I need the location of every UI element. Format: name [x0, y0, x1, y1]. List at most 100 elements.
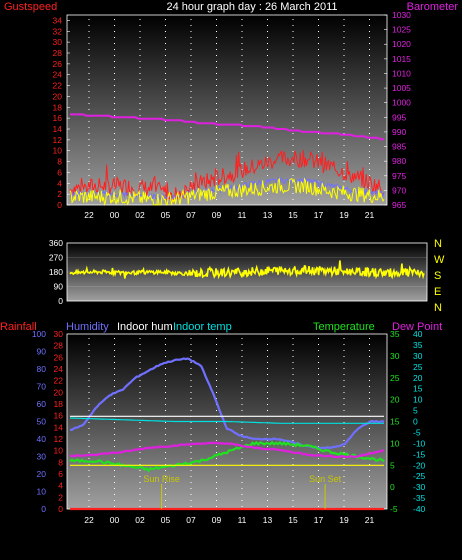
- chart1-grid-dot: [88, 19, 90, 20]
- chart3-grid-dot: [318, 404, 319, 405]
- chart3-grid-dot: [216, 464, 217, 465]
- chart1-grid-dot: [190, 133, 192, 134]
- humidity-tick: 70: [37, 382, 47, 392]
- chart1-grid-dot: [241, 181, 243, 182]
- chart1-grid-dot: [318, 91, 319, 92]
- chart1-grid-dot: [241, 133, 243, 134]
- chart3-grid-dot: [267, 350, 268, 351]
- chart1-right-tick: 980: [392, 156, 406, 166]
- chart3-grid-dot: [139, 476, 141, 477]
- chart1-left-tick: 8: [57, 157, 62, 167]
- chart1-grid-dot: [139, 163, 141, 164]
- chart1-grid-dot: [369, 73, 370, 74]
- humidity-tick: 40: [37, 434, 47, 444]
- chart1-grid-dot: [114, 31, 115, 32]
- chart3-grid-dot: [139, 410, 141, 411]
- humidity-tick: 20: [37, 469, 47, 479]
- chart1-grid-dot: [318, 199, 319, 200]
- chart3-grid-dot: [88, 386, 90, 387]
- chart3-grid-dot: [216, 338, 217, 339]
- chart3-grid-dot: [267, 404, 268, 405]
- chart3-grid-dot: [369, 392, 370, 393]
- direction-label: S: [434, 270, 441, 282]
- chart3-x-tick: 11: [238, 515, 247, 525]
- chart1-grid-dot: [190, 73, 192, 74]
- chart3-grid-dot: [369, 440, 370, 441]
- chart3-grid-dot: [292, 494, 294, 495]
- chart1-grid-dot: [88, 127, 90, 128]
- chart1-grid-dot: [343, 85, 345, 86]
- chart3-grid-dot: [190, 506, 192, 507]
- chart3-grid-dot: [292, 422, 294, 423]
- dew-point-tick: -20: [413, 460, 426, 470]
- chart3-grid-dot: [267, 380, 268, 381]
- chart1-grid-dot: [190, 181, 192, 182]
- gustspeed-label: Gustspeed: [4, 1, 57, 13]
- chart1-grid-dot: [292, 109, 294, 110]
- chart3-grid-dot: [343, 482, 345, 483]
- dew-point-tick: 25: [413, 362, 423, 372]
- chart1-grid-dot: [190, 145, 192, 146]
- chart3-grid-dot: [267, 428, 268, 429]
- chart1-grid-dot: [139, 25, 141, 26]
- chart1-grid-dot: [139, 133, 141, 134]
- chart1-x-tick: 11: [238, 210, 247, 220]
- chart3-grid-dot: [88, 494, 90, 495]
- chart1-right-tick: 970: [392, 185, 406, 195]
- chart3-grid-dot: [369, 410, 370, 411]
- chart1-grid-dot: [318, 37, 319, 38]
- chart1-grid-dot: [343, 109, 345, 110]
- chart3-grid-dot: [216, 422, 217, 423]
- chart3-grid-dot: [318, 482, 319, 483]
- chart1-grid-dot: [292, 139, 294, 140]
- chart1-grid-dot: [216, 55, 217, 56]
- dew-point-series: [69, 441, 385, 459]
- chart3-grid-dot: [139, 386, 141, 387]
- wind-series: [69, 177, 385, 207]
- chart3-grid-dot: [292, 386, 294, 387]
- temperature-tick: 5: [390, 460, 395, 470]
- chart1-grid-dot: [88, 61, 90, 62]
- chart1-grid-dot: [114, 163, 115, 164]
- chart1-grid-dot: [292, 145, 294, 146]
- chart3-grid-dot: [216, 500, 217, 501]
- dew-point-tick: -40: [413, 504, 426, 514]
- chart1-grid-dot: [88, 181, 90, 182]
- chart3-grid-dot: [165, 470, 166, 471]
- chart1-grid-dot: [114, 55, 115, 56]
- chart3-grid-dot: [114, 386, 115, 387]
- chart3-grid-dot: [267, 392, 268, 393]
- chart1-grid-dot: [292, 151, 294, 152]
- chart1-grid-dot: [292, 127, 294, 128]
- chart1-grid-dot: [241, 55, 243, 56]
- chart1-grid-dot: [369, 139, 370, 140]
- chart3-grid-dot: [292, 476, 294, 477]
- chart1-grid-dot: [190, 25, 192, 26]
- chart1-grid-dot: [241, 91, 243, 92]
- chart1-grid-dot: [292, 103, 294, 104]
- chart1-grid-dot: [343, 61, 345, 62]
- chart3-grid-dot: [292, 488, 294, 489]
- chart3-grid-dot: [114, 380, 115, 381]
- chart2-left-tick: 270: [49, 253, 63, 263]
- chart1-grid-dot: [318, 43, 319, 44]
- chart3-grid-dot: [369, 434, 370, 435]
- chart3-grid-dot: [369, 362, 370, 363]
- chart1-grid-dot: [343, 157, 345, 158]
- chart1-grid-dot: [190, 199, 192, 200]
- chart1-grid-dot: [190, 127, 192, 128]
- dew-point-tick: -25: [413, 471, 426, 481]
- chart3-grid-dot: [292, 428, 294, 429]
- chart1-grid-dot: [114, 133, 115, 134]
- chart1-grid-dot: [267, 157, 268, 158]
- chart1-grid-dot: [216, 139, 217, 140]
- chart1-grid-dot: [165, 31, 166, 32]
- chart3-grid-dot: [190, 368, 192, 369]
- chart1-grid-dot: [165, 25, 166, 26]
- chart3-grid-dot: [88, 404, 90, 405]
- rainfall-tick: 16: [54, 411, 64, 421]
- humidity-tick: 100: [32, 329, 46, 339]
- chart1-grid-dot: [292, 73, 294, 74]
- chart3-grid-dot: [369, 494, 370, 495]
